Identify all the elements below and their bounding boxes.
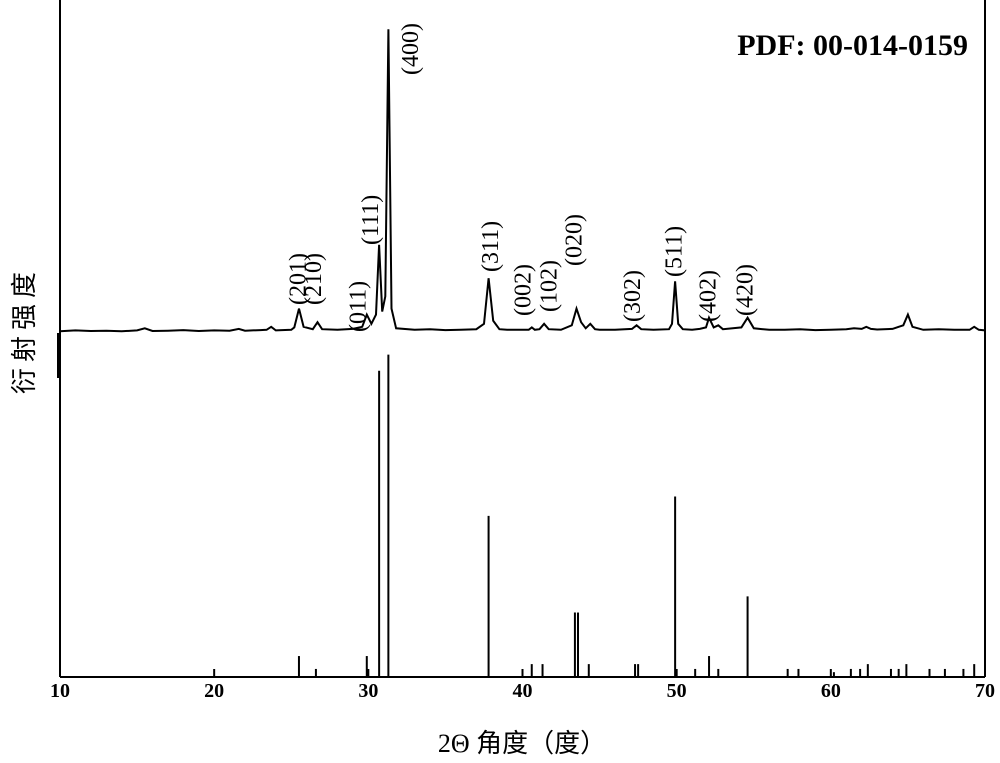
peak-label: (102) (537, 260, 563, 312)
x-tick-label: 40 (513, 680, 533, 702)
peak-label: (420) (733, 264, 759, 316)
pdf-label: PDF: 00-014-0159 (737, 29, 968, 62)
peak-label: (020) (561, 214, 587, 266)
peak-label: (311) (478, 221, 504, 272)
x-tick-label: 60 (821, 680, 841, 702)
peak-label: (400) (398, 23, 424, 75)
peak-label: (111) (358, 195, 384, 245)
y-axis-label: 衍射强度 (10, 266, 39, 394)
peak-label: (011) (346, 281, 372, 332)
peak-label: (002) (511, 264, 537, 316)
x-tick-label: 10 (50, 680, 70, 702)
peak-label: (210) (301, 253, 327, 305)
peak-label: (402) (696, 270, 722, 322)
peak-label: (201) (285, 253, 311, 305)
xrd-pattern (59, 29, 986, 333)
x-tick-label: 20 (204, 680, 224, 702)
peak-label: (511) (662, 226, 688, 277)
x-tick-label: 70 (975, 680, 995, 702)
x-axis-label: 2Θ 角度（度） (438, 729, 606, 758)
axis-break (57, 333, 61, 378)
peak-label: (302) (620, 270, 646, 322)
x-tick-label: 30 (358, 680, 378, 702)
x-tick-label: 50 (667, 680, 687, 702)
